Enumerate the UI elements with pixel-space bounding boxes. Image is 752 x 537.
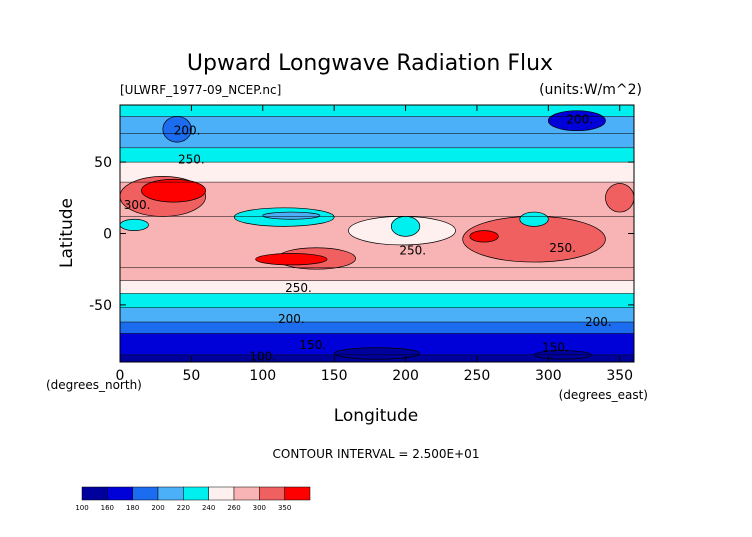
heat-band	[120, 147, 634, 163]
heat-feature	[390, 216, 421, 237]
colorbar-tick-label: 240	[202, 504, 215, 512]
contour-label: 300.	[124, 198, 151, 212]
heat-band	[120, 307, 634, 323]
contour-label: 150.	[542, 341, 569, 355]
colorbar-tick-label: 260	[227, 504, 240, 512]
x-unit-label: (degrees_east)	[559, 388, 648, 402]
contour-label: 200.	[278, 312, 305, 326]
x-tick-label: 0	[116, 368, 125, 384]
contour-label: 250.	[549, 241, 576, 255]
colorbar-swatch	[233, 486, 260, 501]
heat-band	[120, 116, 634, 134]
heat-band	[120, 162, 634, 183]
heat-band	[120, 322, 634, 334]
heat-band	[120, 182, 634, 217]
colorbar-tick-label: 200	[151, 504, 164, 512]
y-axis-label: Latitude	[57, 198, 77, 268]
x-tick-label: 150	[321, 368, 348, 384]
colorbar-swatch	[284, 486, 311, 501]
colorbar-swatch	[132, 486, 159, 501]
heat-feature	[141, 178, 207, 203]
heat-band	[120, 333, 634, 355]
heat-band	[120, 105, 634, 117]
plot-frame	[119, 104, 635, 363]
file-label: [ULWRF_1977-09_NCEP.nc]	[120, 83, 281, 97]
plot-area	[119, 105, 635, 363]
x-axis-label: Longitude	[334, 406, 419, 426]
y-tick-label: 50	[94, 155, 112, 171]
x-tick-label: 200	[392, 368, 419, 384]
x-tick-label: 350	[606, 368, 633, 384]
y-tick-label: -50	[89, 298, 112, 314]
colorbar-tick-label: 300	[253, 504, 266, 512]
colorbar-swatch	[107, 486, 133, 501]
colorbar-tick-label: 100	[75, 504, 88, 512]
heat-feature	[333, 347, 421, 360]
colorbar-swatch	[208, 486, 235, 501]
colorbar-swatch	[157, 486, 184, 501]
y-tick-label: 0	[103, 227, 112, 243]
colorbar-swatch	[259, 486, 285, 501]
contour-label: 200.	[566, 112, 593, 126]
contour-interval-label: CONTOUR INTERVAL = 2.500E+01	[273, 447, 480, 461]
x-tick-label: 250	[464, 368, 491, 384]
contour-label: 250.	[285, 281, 312, 295]
colorbar-tick-label: 220	[177, 504, 190, 512]
heat-feature	[605, 183, 635, 213]
colorbar-tick-label: 350	[278, 504, 291, 512]
contour-label: 150.	[299, 338, 326, 352]
x-tick-label: 300	[535, 368, 562, 384]
x-tick-label: 50	[182, 368, 200, 384]
heat-feature	[119, 218, 149, 231]
chart-title: Upward Longwave Radiation Flux	[187, 51, 553, 76]
units-label: (units:W/m^2)	[539, 82, 642, 98]
colorbar-swatch	[81, 486, 108, 501]
colorbar-tick-label: 160	[101, 504, 114, 512]
heat-feature	[255, 253, 328, 266]
contour-label: 250.	[399, 244, 426, 258]
heat-band	[120, 267, 634, 281]
heat-feature	[519, 211, 549, 227]
heat-band	[120, 133, 634, 148]
contour-label: 200.	[585, 315, 612, 329]
y-unit-label: (degrees_north)	[46, 378, 142, 392]
heat-band	[120, 280, 634, 294]
heat-feature	[547, 110, 606, 132]
heat-feature	[262, 211, 321, 220]
contour-label: 250.	[178, 152, 205, 166]
heat-feature	[469, 230, 499, 243]
contour-label: 200.	[174, 124, 201, 138]
colorbar-swatch	[183, 486, 209, 501]
colorbar-tick-label: 180	[126, 504, 139, 512]
x-tick-label: 100	[249, 368, 276, 384]
heat-band	[120, 293, 634, 308]
colorbar: 100 160 180 200 220 240 260 300 350	[75, 486, 311, 512]
